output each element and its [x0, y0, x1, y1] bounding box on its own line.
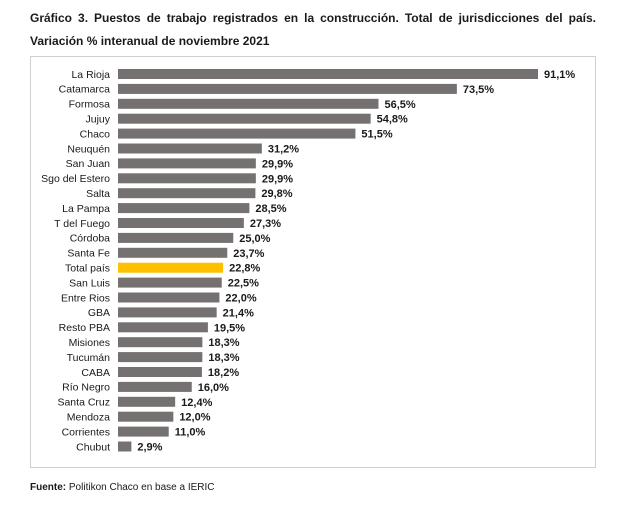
category-label-sgo-del-estero: Sgo del Estero [41, 173, 110, 185]
category-label-formosa: Formosa [69, 99, 111, 111]
value-label-rio-negro: 16,0% [198, 382, 229, 394]
value-label-resto-pba: 19,5% [214, 322, 245, 334]
bar-rio-negro [118, 381, 192, 392]
category-label-rio-negro: Río Negro [62, 382, 110, 394]
value-label-catamarca: 73,5% [463, 84, 494, 96]
value-label-santa-fe: 23,7% [233, 248, 264, 260]
source-label: Fuente: [30, 482, 67, 493]
value-label-la-pampa: 28,5% [255, 203, 286, 215]
value-label-san-juan: 29,9% [262, 158, 293, 170]
value-label-cordoba: 25,0% [239, 233, 270, 245]
value-label-total-pais: 22,8% [229, 263, 260, 275]
bar-total-pais [118, 262, 224, 273]
value-label-salta: 29,8% [261, 188, 292, 200]
category-label-total-pais: Total país [65, 263, 110, 275]
value-label-formosa: 56,5% [384, 99, 415, 111]
category-label-entre-rios: Entre Rios [61, 292, 110, 304]
bar-mendoza [118, 411, 174, 422]
bar-corrientes [118, 426, 169, 437]
category-label-resto-pba: Resto PBA [59, 322, 110, 334]
bar-chart: La Rioja 91,1% Catamarca 73,5% Formosa 56,5% J… [41, 69, 575, 454]
bar-gba [118, 307, 217, 318]
category-label-san-luis: San Luis [69, 277, 110, 289]
value-label-la-rioja: 91,1% [544, 69, 575, 81]
category-label-neuquen: Neuquén [67, 143, 110, 155]
category-label-salta: Salta [86, 188, 110, 200]
bar-tucuman [118, 352, 203, 363]
bar-formosa [118, 98, 379, 109]
category-label-la-pampa: La Pampa [62, 203, 110, 215]
category-label-misiones: Misiones [69, 337, 110, 349]
bar-la-rioja [118, 69, 538, 79]
value-label-t-del-fuego: 27,3% [250, 218, 281, 230]
value-label-caba: 18,2% [208, 367, 239, 379]
value-label-chaco: 51,5% [361, 129, 392, 141]
value-label-jujuy: 54,8% [377, 114, 408, 126]
category-label-chubut: Chubut [76, 441, 110, 453]
category-label-catamarca: Catamarca [59, 84, 111, 96]
bar-san-juan [118, 158, 256, 169]
value-label-gba: 21,4% [223, 307, 254, 319]
chart-title-line-2: Variación % interanual de noviembre 2021 [30, 34, 270, 48]
category-label-t-del-fuego: T del Fuego [54, 218, 110, 230]
bar-san-luis [118, 277, 222, 288]
bar-chaco [118, 128, 356, 139]
bar-la-pampa [118, 203, 250, 214]
category-label-jujuy: Jujuy [85, 114, 110, 126]
bar-jujuy [118, 113, 371, 124]
value-label-neuquen: 31,2% [268, 144, 299, 156]
category-label-santa-fe: Santa Fe [67, 248, 110, 260]
category-label-chaco: Chaco [80, 128, 111, 140]
chart-frame: La Rioja 91,1% Catamarca 73,5% Formosa 56,5% J… [30, 56, 596, 468]
chart-title-line-1: Gráfico 3. Puestos de trabajo registrado… [30, 11, 596, 25]
bar-neuquen [118, 143, 262, 154]
category-label-santa-cruz: Santa Cruz [57, 397, 110, 409]
category-label-la-rioja: La Rioja [71, 69, 110, 81]
category-label-corrientes: Corrientes [62, 426, 110, 438]
bar-misiones [118, 337, 203, 348]
bar-entre-rios [118, 292, 220, 303]
bar-chubut [118, 441, 132, 452]
value-label-tucuman: 18,3% [208, 352, 239, 364]
category-label-tucuman: Tucumán [67, 352, 111, 364]
category-label-caba: CABA [81, 367, 110, 379]
category-label-san-juan: San Juan [66, 158, 111, 170]
category-label-cordoba: Córdoba [70, 233, 110, 245]
value-label-mendoza: 12,0% [179, 412, 210, 424]
bar-santa-fe [118, 247, 228, 258]
bar-caba [118, 367, 202, 377]
value-label-chubut: 2,9% [137, 442, 162, 454]
source-text: Politikon Chaco en base a IERIC [68, 482, 215, 493]
category-label-mendoza: Mendoza [67, 412, 110, 424]
value-label-san-luis: 22,5% [228, 278, 259, 290]
source-note: Fuente: Politikon Chaco en base a IERIC [30, 482, 215, 493]
value-label-santa-cruz: 12,4% [181, 397, 212, 409]
bar-catamarca [118, 83, 457, 94]
value-label-sgo-del-estero: 29,9% [262, 173, 293, 185]
bar-t-del-fuego [118, 218, 244, 228]
value-label-corrientes: 11,0% [175, 427, 206, 439]
bar-cordoba [118, 232, 234, 243]
category-label-gba: GBA [88, 307, 110, 319]
bar-sgo-del-estero [118, 173, 256, 184]
value-label-misiones: 18,3% [208, 337, 239, 349]
bar-salta [118, 188, 256, 199]
bar-resto-pba [118, 322, 208, 333]
bar-santa-cruz [118, 396, 176, 407]
value-label-entre-rios: 22,0% [225, 293, 256, 305]
